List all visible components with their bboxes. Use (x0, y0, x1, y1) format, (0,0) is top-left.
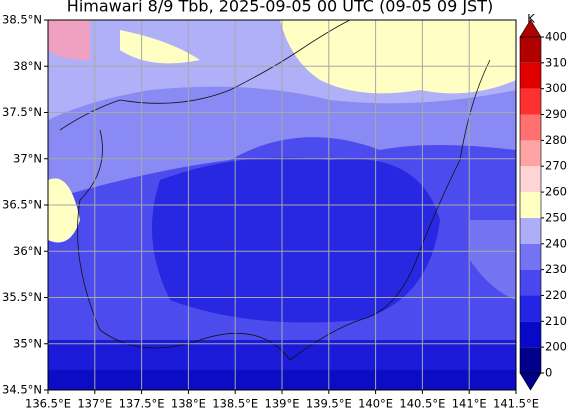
colorbar-tick-label: 240 (545, 236, 567, 250)
colorbar-tick-label: 290 (545, 107, 567, 121)
colorbar-tick-label: 230 (545, 262, 567, 276)
colorbar-tick-label: 280 (545, 133, 567, 147)
colorbar-tick-label: 300 (545, 81, 567, 95)
x-tick-label: 139°E (265, 397, 300, 410)
colorbar-tick-label: 260 (545, 185, 567, 199)
y-tick-label: 36°N (13, 244, 42, 258)
colorbar-unit: K (527, 12, 535, 26)
colorbar-bin (520, 166, 541, 193)
x-tick-label: 141.5°E (493, 397, 539, 410)
y-tick-label: 35°N (13, 336, 42, 350)
colorbar-tick-label: 270 (545, 159, 567, 173)
colorbar-bin (520, 243, 541, 270)
y-tick-label: 37°N (13, 151, 42, 165)
colorbar-bin (520, 192, 541, 218)
colorbar-bin (520, 37, 541, 63)
colorbar-bin (520, 295, 541, 322)
colorbar-bin (520, 140, 541, 167)
y-tick-label: 34.5°N (2, 383, 42, 397)
colorbar-tick-label: 210 (545, 314, 567, 328)
colorbar-bin (520, 114, 541, 141)
colorbar-tick-label: 310 (545, 55, 567, 69)
x-tick-label: 137.5°E (119, 397, 165, 410)
colorbar: 0 200 210 220 230 240 250 260 270 280 290 300 310 400 (519, 19, 567, 391)
x-tick-label: 136.5°E (25, 397, 71, 410)
x-tick-label: 138.5°E (212, 397, 258, 410)
map-frame (47, 19, 517, 391)
colorbar-frame (519, 36, 542, 374)
colorbar-bin (520, 217, 541, 244)
colorbar-bin (520, 88, 541, 115)
y-tick-label: 38.5°N (2, 13, 42, 27)
y-tick-label: 36.5°N (2, 198, 42, 212)
colorbar-bin (520, 62, 541, 89)
y-tick-label: 38°N (13, 59, 42, 73)
x-tick-label: 140.5°E (399, 397, 445, 410)
colorbar-extend-bottom (519, 372, 542, 391)
colorbar-bin (520, 269, 541, 296)
colorbar-tick-label: 0 (545, 366, 552, 380)
map-title: Himawari 8/9 Tbb, 2025-09-05 00 UTC (09-… (67, 0, 493, 16)
x-tick-label: 138°E (171, 397, 206, 410)
x-tick-label: 139.5°E (306, 397, 352, 410)
colorbar-tick-label: 220 (545, 288, 567, 302)
colorbar-tick-label: 250 (545, 210, 567, 224)
x-tick-label: 137°E (77, 397, 112, 410)
colorbar-bin (520, 321, 541, 348)
colorbar-tick-label: 200 (545, 340, 567, 354)
colorbar-tick-label: 400 (545, 30, 567, 44)
colorbar-bin (520, 347, 541, 373)
grid: 136.5°E 137°E 137.5°E 138°E 138.5°E 139°E 139.… (2, 13, 539, 411)
y-tick-label: 35.5°N (2, 290, 42, 304)
y-tick-label: 37.5°N (2, 105, 42, 119)
x-tick-label: 140°E (358, 397, 393, 410)
x-tick-label: 141°E (452, 397, 487, 410)
